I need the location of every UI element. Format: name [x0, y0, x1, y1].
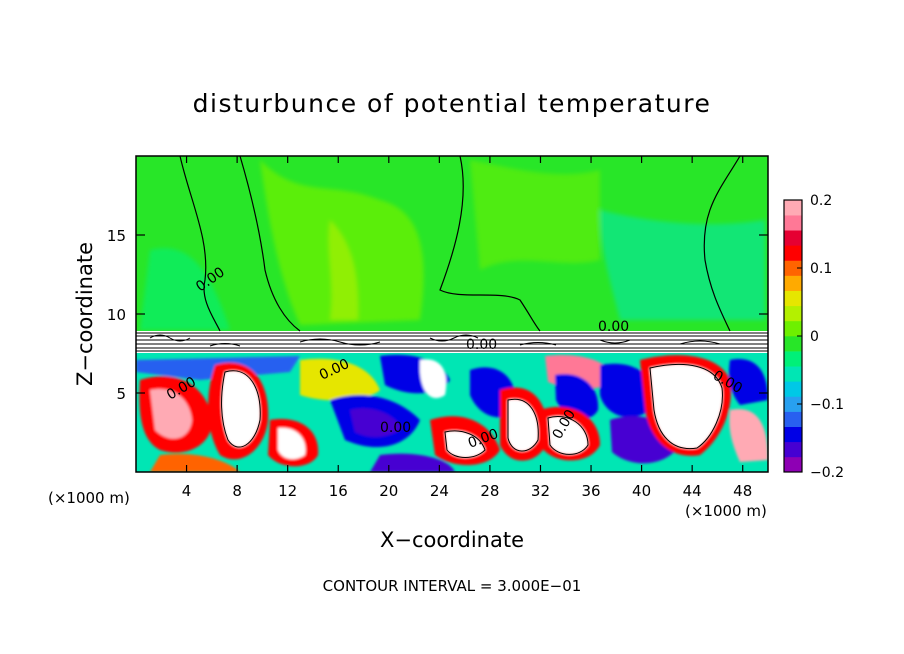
colorbar-tick-label: −0.2	[810, 465, 844, 481]
x-tick-label: 44	[683, 482, 702, 500]
colorbar-swatch	[784, 215, 802, 231]
colorbar-swatch	[784, 426, 802, 443]
x-unit-right: (×1000 m)	[685, 502, 767, 520]
contour-interval-note: CONTOUR INTERVAL = 3.000E−01	[323, 577, 582, 595]
x-tick-label: 32	[531, 482, 550, 500]
upper-variations	[140, 160, 765, 330]
contour-value-label: 0.00	[380, 420, 411, 436]
colorbar-swatch	[784, 230, 802, 246]
colorbar-swatch	[784, 441, 802, 458]
x-tick-label: 20	[379, 482, 398, 500]
lower-contours	[221, 363, 723, 458]
inversion-contours	[136, 332, 768, 352]
colorbar-swatch	[784, 305, 802, 322]
colorbar	[783, 199, 803, 473]
upper-contours	[179, 156, 741, 332]
x-tick-label: 36	[581, 482, 600, 500]
colorbar-swatch	[784, 411, 802, 427]
colorbar-swatch	[784, 396, 802, 412]
colorbar-tick-label: −0.1	[810, 397, 844, 413]
colorbar-ticks: 0.2 0.1 0 −0.1 −0.2	[797, 193, 844, 481]
x-tick-label: 40	[632, 482, 651, 500]
x-tick-label: 28	[480, 482, 499, 500]
x-tick-label: 4	[182, 482, 192, 500]
x-tick-label: 12	[278, 482, 297, 500]
colorbar-swatch	[784, 200, 802, 216]
colorbar-swatch	[784, 245, 802, 261]
colorbar-swatch	[784, 275, 802, 291]
contour-value-label: 0.00	[466, 337, 497, 353]
colorbar-swatch	[784, 336, 802, 352]
x-axis-ticks: 4 8 12 16 20 24 28 32 36 40 44 48	[182, 156, 752, 500]
y-axis-label: Z−coordinate	[73, 242, 97, 386]
colorbar-swatch	[784, 260, 802, 276]
colorbar-swatch	[784, 320, 802, 337]
colorbar-swatch	[784, 381, 802, 397]
y-tick-label: 15	[107, 227, 126, 245]
colorbar-swatch	[784, 366, 802, 382]
y-axis-ticks: 5 10 15	[107, 227, 768, 403]
x-tick-label: 16	[329, 482, 348, 500]
x-axis-label: X−coordinate	[380, 528, 524, 552]
y-tick-label: 10	[107, 306, 126, 324]
chart-title: disturbunce of potential temperature	[193, 89, 712, 118]
colorbar-swatch	[784, 456, 802, 473]
colorbar-swatch	[784, 290, 802, 307]
contour-value-label: 0.00	[598, 319, 629, 335]
plot-area	[136, 156, 768, 472]
x-tick-label: 8	[232, 482, 242, 500]
x-tick-label: 48	[733, 482, 752, 500]
inversion-band	[136, 331, 768, 353]
lower-blobs	[136, 354, 768, 472]
y-tick-label: 5	[116, 385, 126, 403]
colorbar-tick-label: 0.2	[810, 193, 832, 209]
colorbar-tick-label: 0	[810, 329, 819, 345]
colorbar-swatch	[784, 351, 802, 367]
colorbar-tick-label: 0.1	[810, 261, 832, 277]
x-tick-label: 24	[430, 482, 449, 500]
x-unit-left: (×1000 m)	[48, 489, 130, 507]
